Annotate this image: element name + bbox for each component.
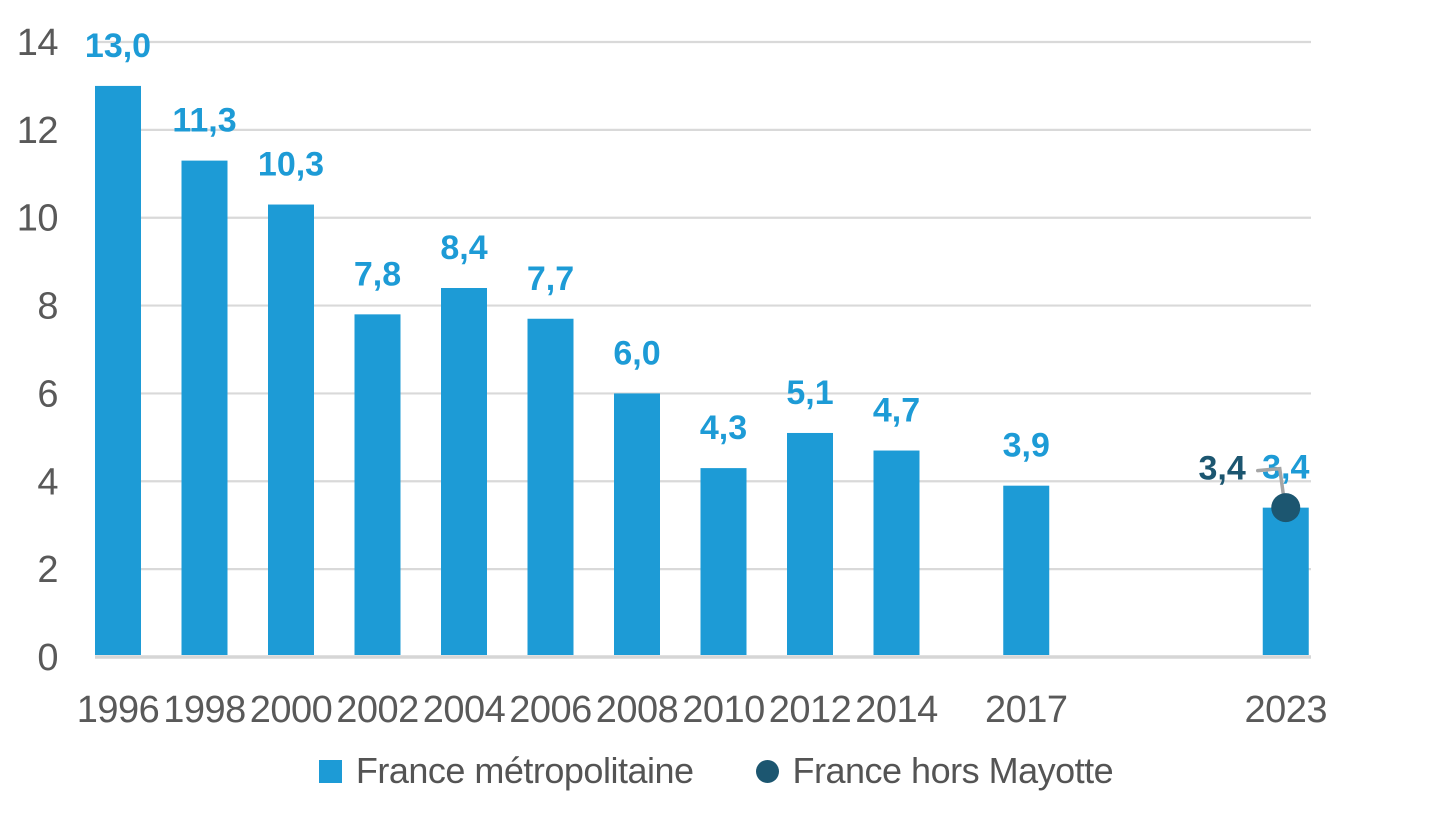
chart-legend: France métropolitaine France hors Mayott… <box>0 750 1432 792</box>
value-label-2010: 4,3 <box>700 409 747 447</box>
bar-2017 <box>1003 485 1050 655</box>
x-tick-label-2014: 2014 <box>855 689 938 731</box>
value-label-2012: 5,1 <box>786 374 833 412</box>
bar-2008 <box>614 393 660 655</box>
value-label-france-hors-mayotte: 3,4 <box>1198 450 1245 488</box>
legend-item-france-metropolitaine: France métropolitaine <box>318 750 694 792</box>
y-tick-label-6: 6 <box>37 373 58 415</box>
x-tick-label-2023: 2023 <box>1244 689 1327 731</box>
x-tick-label-2006: 2006 <box>509 689 592 731</box>
value-label-2008: 6,0 <box>613 334 660 372</box>
y-tick-label-14: 14 <box>17 22 59 64</box>
bar-2002 <box>354 314 401 655</box>
bar-2004 <box>441 288 487 655</box>
bar-2010 <box>700 468 747 655</box>
value-label-2006: 7,7 <box>527 260 574 298</box>
value-label-1996: 13,0 <box>85 27 151 65</box>
value-label-2014: 4,7 <box>873 392 920 430</box>
y-tick-label-12: 12 <box>17 110 58 152</box>
x-tick-label-2002: 2002 <box>336 689 419 731</box>
x-tick-label-2004: 2004 <box>423 689 506 731</box>
bar-1998 <box>181 160 228 655</box>
value-label-1998: 11,3 <box>172 102 236 140</box>
x-tick-label-1996: 1996 <box>77 689 160 731</box>
y-tick-label-10: 10 <box>17 198 58 240</box>
x-tick-label-2010: 2010 <box>682 689 765 731</box>
leader-line <box>1256 466 1287 507</box>
point-marker-2023 <box>1271 493 1301 523</box>
y-tick-label-8: 8 <box>37 286 58 328</box>
x-tick-label-2012: 2012 <box>769 689 852 731</box>
bar-1996 <box>95 85 141 655</box>
x-tick-label-1998: 1998 <box>163 689 246 731</box>
bar-2023 <box>1262 507 1309 655</box>
y-tick-label-4: 4 <box>37 461 58 503</box>
legend-square-marker-icon <box>318 759 342 783</box>
value-label-2017: 3,9 <box>1003 427 1050 465</box>
bar-2000 <box>268 204 314 656</box>
y-tick-label-0: 0 <box>37 637 58 679</box>
value-label-2002: 7,8 <box>354 255 401 293</box>
x-tick-label-2000: 2000 <box>250 689 333 731</box>
x-tick-label-2008: 2008 <box>596 689 679 731</box>
y-tick-label-2: 2 <box>37 549 58 591</box>
legend-label-france-hors-mayotte: France hors Mayotte <box>792 750 1114 791</box>
value-label-2023: 3,4 <box>1262 449 1309 487</box>
legend-circle-marker-icon <box>755 759 779 783</box>
value-label-2000: 10,3 <box>258 146 324 184</box>
value-label-2004: 8,4 <box>440 229 487 267</box>
x-tick-label-2017: 2017 <box>985 689 1068 731</box>
bar-2006 <box>527 318 574 655</box>
legend-item-france-hors-mayotte: France hors Mayotte <box>755 750 1114 792</box>
bar-2012 <box>787 432 833 655</box>
legend-label-france-metropolitaine: France métropolitaine <box>355 750 694 791</box>
bar-2014 <box>873 450 920 655</box>
